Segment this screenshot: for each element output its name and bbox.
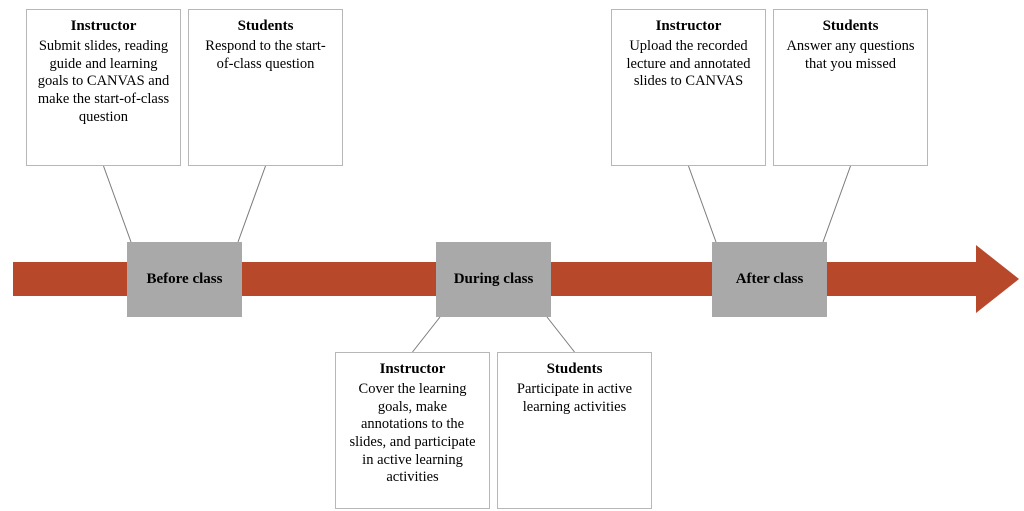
box-during-instructor: Instructor Cover the learning goals, mak… [335,352,490,509]
diagram-stage: Before class During class After class In… [0,0,1024,511]
box-title: Students [782,18,919,35]
box-body: Respond to the start-of-class question [197,38,334,73]
box-body: Upload the recorded lecture and annotate… [620,38,757,91]
box-during-students: Students Participate in active learning … [497,352,652,509]
phase-after-class: After class [712,242,827,317]
box-before-instructor: Instructor Submit slides, reading guide … [26,9,181,166]
box-title: Instructor [620,18,757,35]
box-body: Submit slides, reading guide and learnin… [35,38,172,126]
box-title: Students [197,18,334,35]
box-body: Answer any questions that you missed [782,38,919,73]
timeline-arrow-head [976,245,1019,313]
box-after-instructor: Instructor Upload the recorded lecture a… [611,9,766,166]
box-after-students: Students Answer any questions that you m… [773,9,928,166]
box-title: Instructor [35,18,172,35]
phase-label: After class [736,271,804,288]
phase-label: During class [454,271,534,288]
box-before-students: Students Respond to the start-of-class q… [188,9,343,166]
box-body: Participate in active learning activitie… [506,381,643,416]
phase-during-class: During class [436,242,551,317]
box-body: Cover the learning goals, make annotatio… [344,381,481,487]
box-title: Students [506,361,643,378]
phase-before-class: Before class [127,242,242,317]
box-title: Instructor [344,361,481,378]
phase-label: Before class [147,271,223,288]
